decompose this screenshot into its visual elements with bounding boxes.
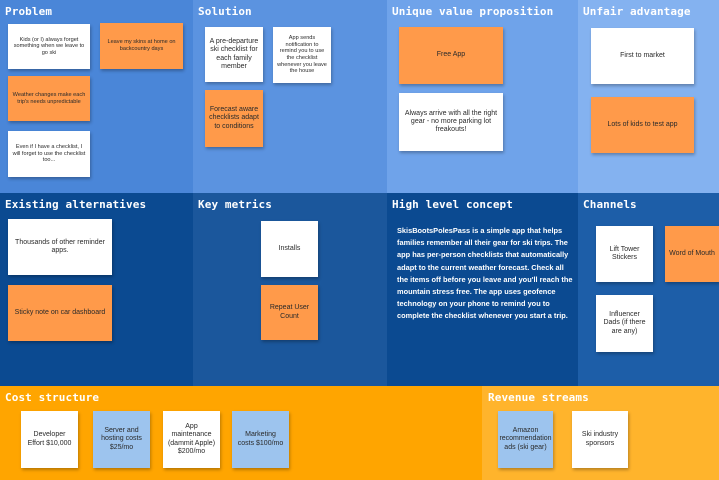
sticky-note[interactable]: Free App	[399, 27, 503, 84]
section-key-metrics: Key metrics Installs Repeat User Count	[193, 193, 387, 386]
section-problem: Problem Kids (or I) always forget someth…	[0, 0, 193, 193]
section-existing-alternatives: Existing alternatives Thousands of other…	[0, 193, 193, 386]
concept-description: SkisBootsPolesPass is a simple app that …	[397, 226, 573, 321]
sticky-note[interactable]: Ski industry sponsors	[572, 411, 628, 468]
sticky-note[interactable]: Even if I have a checklist, I will forge…	[8, 131, 90, 177]
sticky-note[interactable]: Leave my skins at home on backcountry da…	[100, 23, 183, 69]
section-title: Revenue streams	[488, 391, 589, 404]
sticky-note[interactable]: A pre-departure ski checklist for each f…	[205, 27, 263, 82]
sticky-note[interactable]: Repeat User Count	[261, 285, 318, 340]
sticky-note[interactable]: App sends notification to remind you to …	[273, 27, 331, 83]
section-unique-value-proposition: Unique value proposition Free App Always…	[387, 0, 578, 193]
sticky-note[interactable]: Always arrive with all the right gear - …	[399, 93, 503, 151]
sticky-note[interactable]: Installs	[261, 221, 318, 277]
sticky-note[interactable]: Thousands of other reminder apps.	[8, 219, 112, 275]
section-title: Problem	[5, 5, 53, 18]
sticky-note[interactable]: Sticky note on car dashboard	[8, 285, 112, 341]
sticky-note[interactable]: Word of Mouth	[665, 226, 719, 282]
section-high-level-concept: High level concept SkisBootsPolesPass is…	[387, 193, 578, 386]
section-cost-structure: Cost structure Developer Effort $10,000 …	[0, 386, 482, 480]
sticky-note[interactable]: First to market	[591, 28, 694, 84]
section-title: Channels	[583, 198, 637, 211]
sticky-note[interactable]: Forecast aware checklists adapt to condi…	[205, 90, 263, 147]
sticky-note[interactable]: Amazon recommendation ads (ski gear)	[498, 411, 553, 468]
sticky-note[interactable]: Influencer Dads (if there are any)	[596, 295, 653, 352]
section-title: Existing alternatives	[5, 198, 147, 211]
sticky-note[interactable]: Marketing costs $100/mo	[232, 411, 289, 468]
section-title: Unique value proposition	[392, 5, 554, 18]
section-title: High level concept	[392, 198, 514, 211]
section-revenue-streams: Revenue streams Amazon recommendation ad…	[482, 386, 719, 480]
section-title: Cost structure	[5, 391, 100, 404]
sticky-note[interactable]: Server and hosting costs $25/mo	[93, 411, 150, 468]
sticky-note[interactable]: Developer Effort $10,000	[21, 411, 78, 468]
section-title: Key metrics	[198, 198, 272, 211]
section-title: Solution	[198, 5, 252, 18]
sticky-note[interactable]: Kids (or I) always forget something when…	[8, 24, 90, 69]
section-unfair-advantage: Unfair advantage First to market Lots of…	[578, 0, 719, 193]
section-channels: Channels Lift Tower Stickers Word of Mou…	[578, 193, 719, 386]
sticky-note[interactable]: App maintenance (dammit Apple) $200/mo	[163, 411, 220, 468]
sticky-note[interactable]: Weather changes make each trip's needs u…	[8, 76, 90, 121]
sticky-note[interactable]: Lift Tower Stickers	[596, 226, 653, 282]
section-solution: Solution A pre-departure ski checklist f…	[193, 0, 387, 193]
sticky-note[interactable]: Lots of kids to test app	[591, 97, 694, 153]
section-title: Unfair advantage	[583, 5, 691, 18]
